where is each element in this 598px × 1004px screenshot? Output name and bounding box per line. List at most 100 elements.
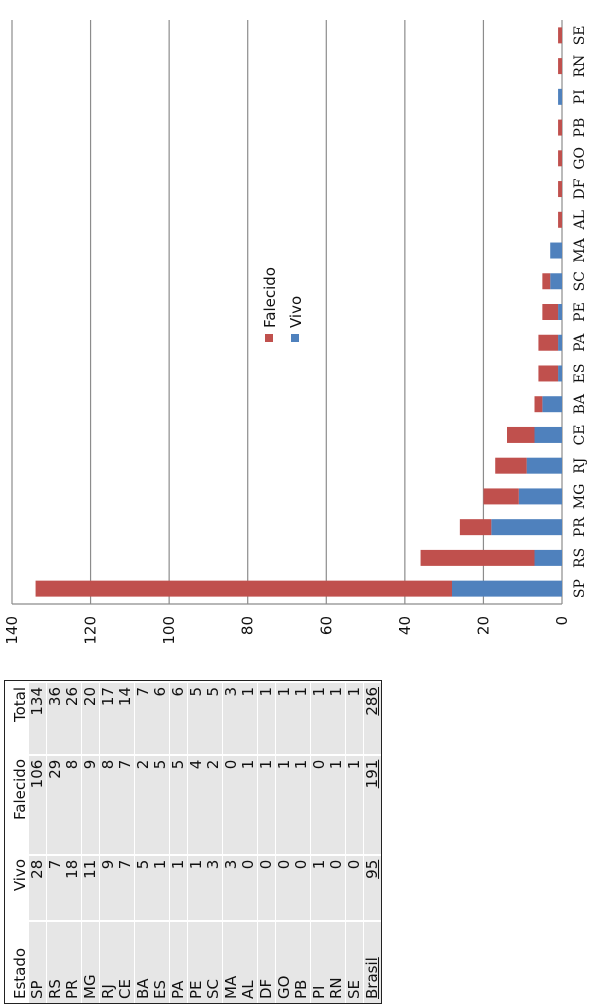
cell-vivo: 5 [134,855,152,920]
header-estado: Estado [11,947,29,999]
cell-vivo: 3 [204,855,223,920]
x-category-label: ES [572,364,588,384]
bar-falecido-pb [558,119,562,136]
cell-falecido: 1 [275,755,293,854]
cell-falecido: 1 [239,755,258,854]
x-category-label: SC [572,271,588,291]
cell-estado: PB [292,921,311,1003]
cell-estado: BA [134,921,152,1003]
y-tick-label: 140 [3,616,21,645]
bar-falecido-rs [420,549,535,566]
legend-swatch-vivo [291,334,299,342]
bar-vivo-mg [518,488,562,505]
bar-vivo-pa [558,334,562,351]
cell-vivo: 11 [81,855,100,920]
bar-falecido-ce [507,426,535,443]
x-category-label: RJ [572,458,588,474]
table-row: PI 1 0 1 [310,681,329,1003]
legend-label-vivo: Vivo [287,296,305,328]
table-body: SP 28 106 134 RS 7 29 36 PR 18 8 26 MG 11 9 20 RJ 9 8 17 CE 7… [28,681,381,1003]
cell-vivo: 1 [151,855,170,920]
cell-vivo: 1 [310,855,328,920]
cell-estado: RJ [99,921,117,1003]
x-category-label: SP [572,579,588,598]
table-row: SP 28 106 134 [28,681,47,1003]
cell-vivo: 0 [292,855,311,920]
cell-total: 5 [204,683,223,754]
header-total: Total [11,687,29,723]
x-category-label: MG [572,484,588,510]
bar-vivo-ce [534,426,562,443]
x-category-label: DF [572,178,588,199]
bar-vivo-pi [558,88,562,105]
bar-falecido-go [558,150,562,167]
bar-falecido-pe [542,304,559,320]
bar-vivo-pr [491,519,562,536]
bar-falecido-es [538,365,559,382]
table-row: GO 0 1 1 [275,681,293,1003]
cell-total: 20 [81,683,100,754]
x-category-label: BA [572,393,588,414]
header-falecido: Falecido [11,759,29,820]
cell-total: 7 [134,683,152,754]
bar-falecido-rj [495,457,527,474]
x-category-label: RS [572,548,588,568]
cell-total: 134 [28,683,47,754]
cell-total: 36 [46,683,64,754]
cell-total: 14 [116,683,135,754]
cell-estado: SP [28,921,47,1003]
y-tick-label: 120 [82,616,100,645]
y-tick-label: 40 [396,616,414,635]
legend-label-falecido: Falecido [261,267,279,328]
y-tick-label: 100 [160,616,178,645]
bar-vivo-ma [550,242,563,259]
cell-vivo: 0 [239,855,258,920]
bar-falecido-pr [459,519,492,536]
cell-falecido: 0 [310,755,328,854]
bar-falecido-ba [534,396,543,413]
x-category-label: GO [572,147,588,170]
x-category-label: PI [572,89,588,104]
cell-total: 1 [292,683,311,754]
cell-estado: DF [257,921,276,1003]
cell-vivo: 18 [63,855,82,920]
cell-estado: CE [116,921,135,1003]
cell-estado: SE [345,921,363,1003]
cell-total: 26 [63,683,82,754]
bar-falecido-al [558,211,562,228]
legend-swatch-falecido [265,334,273,342]
table-row: BA 5 2 7 [134,681,153,1003]
table-row: RN 0 1 1 [327,681,346,1003]
table-row: MA 3 0 3 [222,681,241,1003]
table-row: AL 0 1 1 [239,681,258,1003]
table-row: PE 1 4 5 [187,681,205,1003]
cell-falecido: 106 [28,755,47,854]
x-category-label: RN [572,55,588,78]
cell-falecido: 1 [345,755,363,854]
x-category-label: MA [572,237,588,262]
cell-vivo: 7 [116,855,135,920]
cell-vivo: 3 [222,855,240,920]
cell-total: 17 [99,683,117,754]
bar-falecido-df [558,181,562,198]
cell-falecido: 0 [222,755,240,854]
y-tick-label: 60 [317,616,335,635]
x-category-label: PR [572,517,588,537]
x-category-label: SE [572,25,588,45]
cell-vivo: 0 [275,855,293,920]
cell-falecido: 29 [46,755,64,854]
cell-estado: GO [275,921,293,1003]
cell-estado: PI [310,921,328,1003]
y-tick-label: 20 [474,616,492,635]
cell-total: 3 [222,683,240,754]
cell-estado: Brasil [363,921,381,1003]
cell-vivo: 95 [363,855,381,920]
cell-estado: AL [239,921,258,1003]
cell-vivo: 0 [257,855,276,920]
cell-total: 1 [310,683,328,754]
cell-estado: PA [169,921,188,1003]
data-table: Estado Vivo Falecido Total SP 28 106 134 RS 7… [4,680,382,1004]
bar-falecido-se [558,27,562,44]
table-row: DF 0 1 1 [257,681,276,1003]
